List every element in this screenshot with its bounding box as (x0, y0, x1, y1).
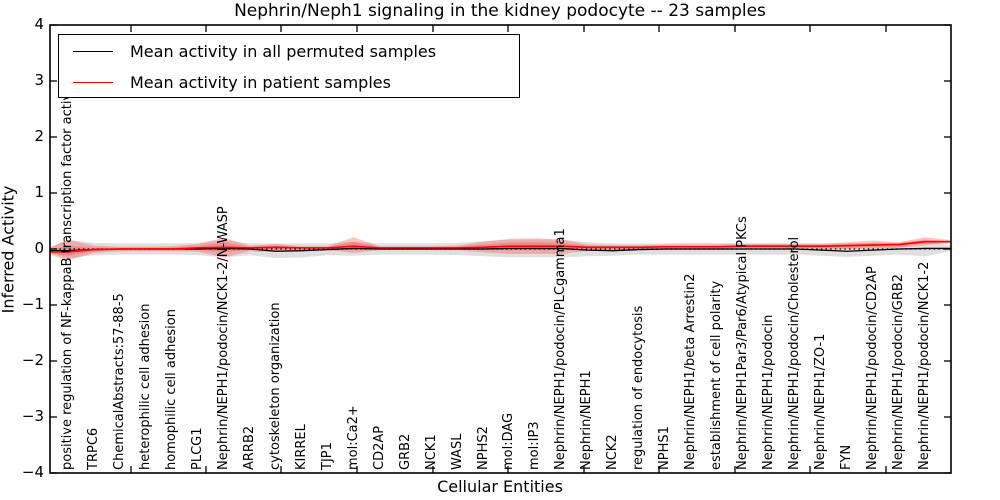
x-tick-label: Nephrin/NEPH1/podocin/CD2AP (865, 266, 881, 470)
x-tick-label: GRB2 (397, 433, 413, 470)
y-tick-label: 4 (34, 15, 44, 33)
x-tick-label: Nephrin/NEPH1/beta Arrestin2 (683, 273, 699, 471)
x-tick-label: KIRREL (293, 424, 309, 470)
x-tick-label: Nephrin/NEPH1/podocin/GRB2 (891, 273, 907, 470)
x-tick-label: Nephrin/NEPH1/podocin (761, 314, 777, 470)
x-tick-label: ChemicalAbstracts:57-88-5 (111, 293, 127, 470)
legend-label-permuted: Mean activity in all permuted samples (130, 41, 437, 61)
y-tick-label: −3 (21, 407, 44, 425)
y-tick-label: 1 (34, 183, 44, 201)
x-tick-label: positive regulation of NF-kappaB transcr… (60, 76, 75, 470)
x-tick-label: Nephrin/NEPH1/podocin/NCK1-2/N-WASP (215, 206, 231, 470)
x-tick-label: FYN (839, 444, 855, 470)
x-tick-label: mol:IP3 (527, 421, 543, 470)
x-tick-label: cytoskeleton organization (267, 302, 283, 470)
x-tick-label: homophilic cell adhesion (163, 309, 179, 470)
x-tick-label: CD2AP (371, 425, 387, 470)
patient-mean-line (50, 240, 951, 253)
x-tick-label: Nephrin/NEPH1Par3/Par6/Atypical PKCs (735, 216, 751, 470)
x-tick-label: PLCG1 (189, 427, 205, 470)
legend-label-patient: Mean activity in patient samples (130, 72, 391, 92)
x-tick-label: establishment of cell polarity (709, 280, 725, 470)
legend-item-patient: Mean activity in patient samples (59, 67, 519, 97)
x-tick-label: regulation of endocytosis (631, 305, 647, 470)
x-tick-label: NPHS2 (475, 426, 491, 470)
x-tick-label: WASL (449, 433, 465, 470)
x-tick-label: ARRB2 (241, 425, 257, 470)
x-tick-label: heterophilic cell adhesion (137, 303, 153, 471)
x-tick-label: mol:DAG (501, 412, 517, 470)
x-tick-label: Nephrin/NEPH1/podocin/NCK1-2 (917, 261, 932, 470)
y-tick-label: −4 (21, 463, 44, 481)
legend-item-permuted: Mean activity in all permuted samples (59, 36, 519, 66)
x-axis-label: Cellular Entities (437, 477, 563, 496)
x-tick-label: NPHS1 (657, 426, 673, 470)
x-tick-label: NCK2 (605, 434, 621, 470)
tick-marks (50, 24, 951, 474)
legend-box: Mean activity in all permuted samples Me… (58, 34, 520, 98)
permuted-line-swatch (73, 50, 113, 52)
y-tick-label: −2 (21, 351, 44, 369)
x-tick-label: Nephrin/NEPH1/podocin/PLCgamma1 (553, 228, 569, 470)
x-tick-label: Nephrin/NEPH1/ZO-1 (813, 333, 829, 470)
permuted-mean-line (50, 247, 951, 252)
x-tick-label: NCK1 (423, 434, 439, 470)
y-tick-label: 0 (34, 239, 44, 257)
chart-title: Nephrin/Neph1 signaling in the kidney po… (234, 1, 766, 21)
y-tick-label: −1 (21, 295, 44, 313)
x-tick-label: Nephrin/NEPH1 (579, 370, 595, 470)
patient-band-inner (50, 239, 951, 256)
x-tick-label: TRPC6 (85, 427, 101, 470)
y-tick-label: 3 (34, 71, 44, 89)
x-tick-label: Nephrin/NEPH1/podocin/Cholesterol (787, 236, 803, 470)
x-tick-label: TJP1 (319, 442, 335, 470)
x-tick-label: mol:Ca2+ (345, 405, 361, 470)
y-tick-label: 2 (34, 127, 44, 145)
patient-line-swatch (73, 81, 113, 83)
